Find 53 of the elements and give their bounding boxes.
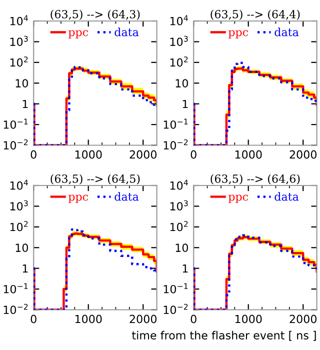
- y-tick-label: 10$^{2}$: [170, 221, 188, 232]
- text: ppc: [228, 194, 248, 203]
- chart-title: (63,5) --> (64,4): [210, 10, 300, 20]
- y-tick-label: 10: [176, 244, 188, 252]
- y-tick-label: 10$^{−2}$: [4, 139, 28, 150]
- y-tick-label: 10$^{4}$: [170, 15, 188, 26]
- y-tick-label: 10$^{−1}$: [4, 283, 28, 294]
- y-tick-label: 10$^{3}$: [170, 36, 188, 46]
- y-tick-label: 1: [22, 264, 28, 273]
- x-tick-label: 0: [190, 150, 196, 159]
- chart-title: (63,5) --> (64,6): [210, 174, 300, 184]
- legend-label: data: [114, 28, 139, 36]
- x-tick-label: 2000: [290, 314, 317, 324]
- y-tick-label: 10$^{4}$: [170, 180, 188, 190]
- y-tick-label: 10$^{2}$: [10, 56, 28, 67]
- legend-label: data: [114, 192, 139, 201]
- legend-label: ppc: [68, 30, 88, 38]
- y-tick-label: 10$^{−2}$: [164, 304, 188, 314]
- y-tick-label: 10$^{−1}$: [4, 118, 28, 129]
- y-tick-label: 10$^{2}$: [170, 56, 188, 67]
- y-tick-label: 10$^{−2}$: [164, 139, 188, 150]
- y-tick-label: 10$^{3}$: [170, 200, 188, 211]
- x-tick-label: 0: [190, 314, 196, 324]
- y-tick-label: 10$^{3}$: [10, 36, 28, 46]
- y-tick-label: 1: [182, 264, 188, 273]
- x-tick-label: 1000: [75, 314, 102, 324]
- chart-title: (63,5) --> (64,3): [50, 10, 140, 20]
- y-tick-label: 1: [22, 100, 28, 108]
- x-tick-label: 1000: [235, 314, 262, 324]
- y-tick-label: 10$^{4}$: [10, 15, 28, 26]
- x-tick-label: 1000: [75, 150, 102, 159]
- chart-title: (63,5) --> (64,5): [50, 174, 140, 184]
- y-tick-label: 10$^{2}$: [10, 221, 28, 232]
- y-tick-label: 10: [16, 79, 28, 88]
- y-tick-label: 10$^{3}$: [10, 200, 28, 211]
- x-axis-title: time from the flasher event [ ns ]: [132, 330, 316, 341]
- x-tick-label: 2000: [290, 150, 317, 159]
- x-tick-label: 2000: [130, 314, 157, 324]
- y-tick-label: 10: [176, 79, 188, 88]
- y-tick-label: 10$^{4}$: [10, 180, 28, 190]
- y-tick-label: 10$^{−1}$: [164, 283, 188, 294]
- legend-label: ppc: [68, 194, 88, 203]
- text: data: [274, 28, 299, 36]
- y-tick-label: 10$^{−1}$: [164, 118, 188, 129]
- y-tick-label: 10: [16, 244, 28, 252]
- x-tick-label: 0: [30, 150, 36, 159]
- x-tick-label: 2000: [130, 150, 157, 159]
- y-tick-label: 1: [182, 100, 188, 108]
- x-tick-label: 1000: [235, 150, 262, 159]
- text: data: [274, 192, 299, 201]
- x-tick-label: 0: [30, 314, 36, 324]
- y-tick-label: 10$^{−2}$: [4, 304, 28, 314]
- text: ppc: [228, 30, 248, 38]
